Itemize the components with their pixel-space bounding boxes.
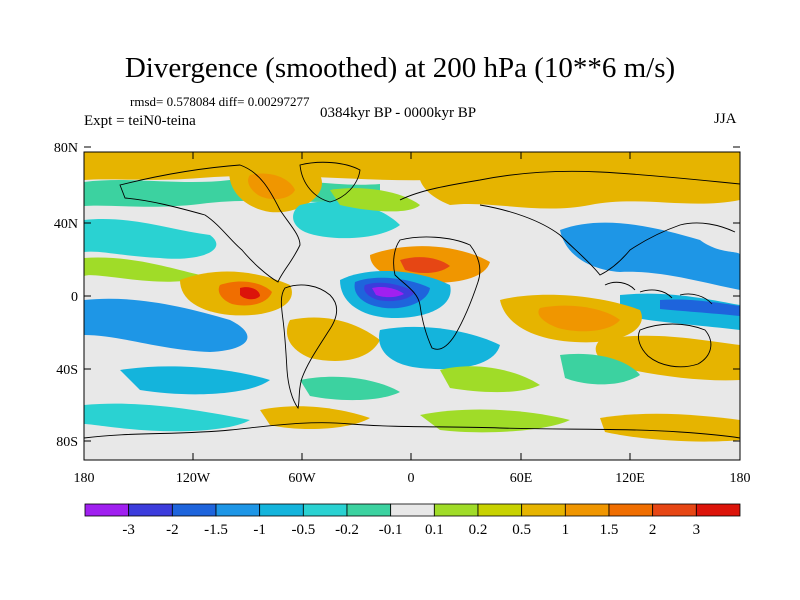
lat-label: 80S bbox=[56, 435, 78, 450]
field-patch bbox=[300, 376, 400, 401]
coastlines bbox=[84, 161, 740, 439]
field-patch bbox=[84, 298, 248, 352]
colorbar-label: 3 bbox=[693, 522, 701, 538]
latitude-axis: 80N 40N 0 40S 80S bbox=[54, 141, 740, 450]
colorbar-swatch bbox=[390, 503, 435, 517]
lat-label: 40S bbox=[56, 363, 78, 378]
field-patch bbox=[120, 366, 270, 395]
field-patch bbox=[248, 173, 295, 200]
colorbar-swatch bbox=[215, 503, 261, 517]
colorbar-swatch bbox=[521, 503, 566, 517]
field-patch bbox=[440, 366, 540, 393]
field-patch bbox=[418, 158, 740, 209]
field-patch bbox=[372, 286, 404, 298]
coastline-europe-asia bbox=[399, 170, 740, 276]
coastline-africa bbox=[393, 236, 481, 350]
field-patch bbox=[84, 257, 200, 282]
colorbar-swatch bbox=[346, 503, 392, 517]
field-patch bbox=[84, 403, 250, 432]
lon-label: 60W bbox=[288, 471, 316, 486]
coastline-greenland bbox=[299, 161, 361, 203]
field-patch bbox=[84, 218, 217, 259]
coastline-north-america bbox=[119, 164, 301, 283]
map-panel bbox=[83, 151, 741, 461]
colorbar-swatch bbox=[259, 503, 304, 517]
colorbar-label: -0.5 bbox=[291, 522, 315, 538]
lon-label: 120W bbox=[176, 471, 211, 486]
colorbar-label: 0.1 bbox=[425, 522, 444, 538]
field-patch bbox=[538, 305, 620, 332]
field-patch bbox=[286, 317, 380, 361]
colorbar-label: 0.2 bbox=[469, 522, 488, 538]
field-patch bbox=[330, 188, 420, 212]
coastline-australia bbox=[637, 323, 712, 368]
colorbar-swatch bbox=[128, 503, 173, 517]
field-patch bbox=[560, 222, 740, 290]
field-patch bbox=[379, 326, 500, 370]
colorbar-swatch bbox=[695, 503, 741, 517]
lat-label: 40N bbox=[54, 217, 78, 232]
field-patch bbox=[240, 287, 260, 300]
longitude-axis: 180 120W 60W 0 60E 120E 180 bbox=[74, 152, 751, 486]
colorbar-swatch bbox=[608, 503, 654, 517]
coastline-maritime-continent bbox=[604, 281, 713, 305]
lon-label: 120E bbox=[615, 471, 645, 486]
map-frame bbox=[83, 151, 741, 461]
colorbar-label: -2 bbox=[166, 522, 179, 538]
colorbar-swatch bbox=[564, 503, 610, 517]
lon-label: 60E bbox=[510, 471, 533, 486]
colorbar-swatch bbox=[84, 503, 130, 517]
lat-label: 0 bbox=[71, 290, 78, 305]
colorbar-swatch bbox=[171, 503, 217, 517]
colorbar-label: 0.5 bbox=[512, 522, 531, 538]
lon-label: 180 bbox=[730, 471, 751, 486]
colorbar: -3 -2 -1.5 -1 -0.5 -0.2 -0.1 0.1 0.2 0.5 1 1.5 2 3 bbox=[84, 503, 741, 538]
colorbar-label: 1.5 bbox=[600, 522, 619, 538]
season-label: JJA bbox=[714, 111, 737, 127]
map-title: Divergence (smoothed) at 200 hPa (10**6 … bbox=[124, 52, 676, 84]
colorbar-label: -0.1 bbox=[379, 522, 403, 538]
field-patch bbox=[660, 299, 740, 316]
lat-label: 80N bbox=[54, 141, 78, 156]
colorbar-swatch bbox=[302, 503, 348, 517]
coastline-south-america bbox=[280, 284, 337, 410]
lon-label: 0 bbox=[408, 471, 415, 486]
field-patch bbox=[600, 413, 740, 442]
field-patch bbox=[400, 257, 450, 274]
field-patch bbox=[560, 353, 640, 385]
coastline-antarctica bbox=[84, 422, 740, 439]
colorbar-label: -1 bbox=[253, 522, 266, 538]
colorbar-label: -3 bbox=[122, 522, 135, 538]
colorbar-swatch bbox=[652, 503, 697, 517]
experiment-label: Expt = teiN0-teina bbox=[84, 113, 196, 129]
stats-line: rmsd= 0.578084 diff= 0.00297277 bbox=[130, 94, 310, 109]
colorbar-label: 1 bbox=[562, 522, 570, 538]
lon-label: 180 bbox=[74, 471, 95, 486]
colorbar-swatch bbox=[477, 503, 523, 517]
colorbar-swatch bbox=[433, 503, 479, 517]
period-label: 0384kyr BP - 0000kyr BP bbox=[320, 105, 477, 121]
colorbar-label: 2 bbox=[649, 522, 657, 538]
colorbar-label: -1.5 bbox=[204, 522, 228, 538]
colorbar-label: -0.2 bbox=[335, 522, 359, 538]
divergence-field bbox=[84, 152, 740, 442]
